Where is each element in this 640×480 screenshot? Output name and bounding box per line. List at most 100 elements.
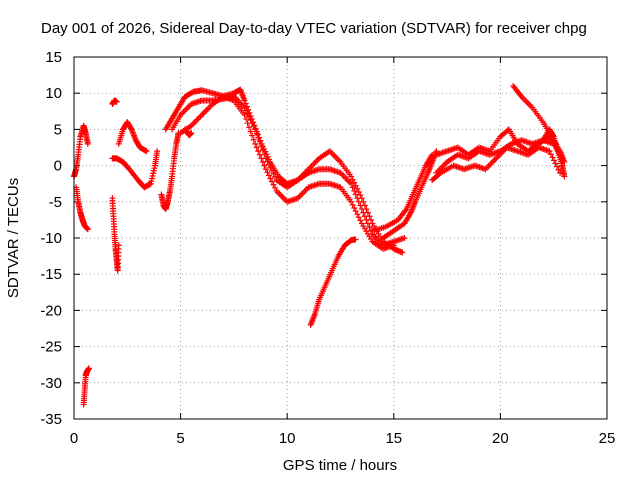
x-tick-label: 0: [70, 430, 78, 447]
x-tick-label: 20: [492, 430, 509, 447]
data-point-plus: [249, 132, 256, 139]
data-point-plus: [250, 136, 257, 143]
data-point-plus: [246, 124, 253, 131]
data-point-plus: [267, 175, 274, 182]
data-point-plus: [154, 148, 161, 155]
data-point-plus: [351, 205, 358, 212]
series-arc-b: [73, 184, 91, 233]
data-point-plus: [272, 184, 279, 191]
data-point-plus: [363, 206, 370, 213]
y-tick-label: -20: [40, 302, 62, 319]
data-point-plus: [265, 172, 272, 179]
x-tick-label: 10: [279, 430, 296, 447]
x-tick-label: 5: [176, 430, 184, 447]
data-point-plus: [552, 160, 559, 167]
data-point-plus: [241, 97, 248, 104]
y-tick-label: -15: [40, 266, 62, 283]
data-point-plus: [241, 111, 248, 118]
data-point-plus: [366, 224, 373, 231]
data-point-plus: [349, 201, 356, 208]
data-point-plus: [244, 120, 251, 127]
data-point-plus: [85, 365, 92, 372]
data-point-plus: [253, 144, 260, 151]
data-point-plus: [188, 130, 195, 137]
data-point-plus: [247, 128, 254, 135]
x-tick-label: 25: [599, 430, 616, 447]
series-arc-g: [115, 119, 150, 155]
data-point-plus: [561, 173, 568, 180]
data-point-plus: [358, 195, 365, 202]
data-point-plus: [243, 116, 250, 123]
data-point-plus: [268, 178, 275, 185]
data-point-plus: [244, 110, 251, 117]
y-tick-label: 0: [54, 158, 62, 175]
data-point-plus: [401, 235, 408, 241]
data-point-plus: [547, 151, 554, 158]
data-point-plus: [258, 155, 265, 162]
data-point-plus: [264, 169, 271, 176]
series-arc-d: [109, 195, 122, 274]
data-point-plus: [357, 192, 364, 199]
axis-ticks: [73, 56, 608, 420]
data-point-plus: [361, 202, 368, 209]
y-axis-label: SDTVAR / TECUs: [5, 178, 22, 298]
data-point-plus: [261, 162, 268, 169]
data-point-plus: [115, 242, 122, 249]
series-arc-h: [158, 130, 182, 213]
data-point-plus: [241, 104, 248, 111]
data-point-plus: [351, 179, 358, 186]
series-arc-c: [80, 365, 92, 408]
data-point-plus: [349, 176, 356, 183]
chart-title: Day 001 of 2026, Sidereal Day-to-day VTE…: [41, 20, 587, 37]
data-point-plus: [551, 157, 558, 164]
data-point-plus: [268, 167, 275, 174]
data-point-plus: [262, 166, 269, 173]
y-tick-label: -5: [49, 194, 62, 211]
x-tick-label: 15: [385, 430, 402, 447]
data-point-plus: [352, 182, 359, 189]
series-arc-n: [380, 148, 440, 241]
data-point-plus: [258, 142, 265, 149]
data-point-plus: [351, 187, 358, 194]
data-point-plus: [436, 170, 443, 177]
data-point-plus: [255, 134, 262, 141]
data-point-plus: [253, 130, 260, 137]
data-point-plus: [366, 213, 373, 220]
y-tick-labels: 15 10 5 0 -5 -10 -15 -20 -25 -30 -35: [40, 49, 62, 428]
data-point-plus: [113, 98, 120, 105]
series-arc-a: [71, 122, 91, 180]
data-point-plus: [272, 173, 279, 180]
data-point-plus: [546, 148, 553, 155]
series-arc-f: [109, 148, 161, 191]
data-point-plus: [554, 163, 561, 170]
series-arc-e: [109, 97, 120, 108]
data-point-plus: [246, 113, 253, 120]
data-point-plus: [250, 123, 257, 130]
data-point-plus: [348, 180, 355, 187]
data-point-plus: [364, 209, 371, 216]
series-arc-m: [307, 236, 359, 328]
data-point-plus: [549, 154, 556, 161]
plot-frame: [73, 56, 608, 420]
series-arc-t: [529, 126, 568, 180]
series-arc-o: [369, 151, 436, 234]
x-axis-label: GPS time / hours: [283, 457, 397, 474]
data-point-plus: [84, 226, 91, 233]
data-point-plus: [352, 208, 359, 215]
series-arc-k: [177, 93, 397, 252]
data-point-plus: [348, 173, 355, 180]
y-tick-label: 15: [45, 49, 62, 66]
data-point-plus: [270, 181, 277, 188]
data-point-plus: [84, 140, 91, 147]
data-point-plus: [255, 148, 262, 155]
data-point-plus: [352, 236, 359, 243]
y-tick-label: 10: [45, 85, 62, 102]
data-point-plus: [265, 161, 272, 168]
data-point-plus: [252, 126, 259, 133]
y-tick-label: -25: [40, 339, 62, 356]
data-points: [71, 82, 568, 408]
data-point-plus: [259, 158, 266, 165]
data-point-plus: [247, 117, 254, 124]
data-point-plus: [259, 147, 266, 154]
